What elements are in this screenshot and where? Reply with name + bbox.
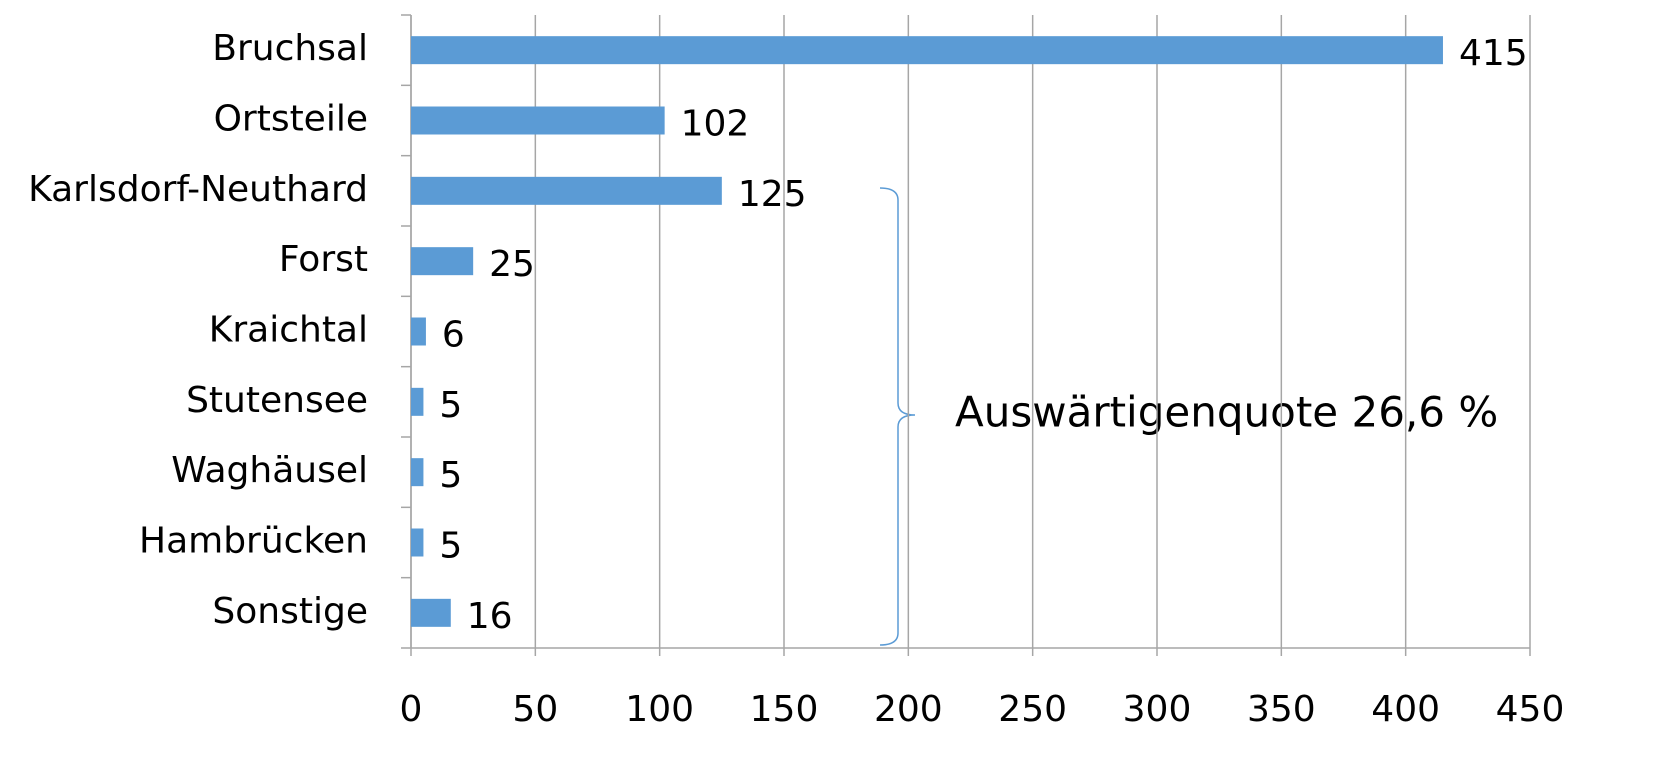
bar bbox=[411, 106, 665, 135]
x-tick-label: 250 bbox=[998, 689, 1067, 730]
x-tick-label: 100 bbox=[625, 689, 694, 730]
bar bbox=[411, 36, 1443, 65]
bar bbox=[411, 598, 451, 627]
data-label: 5 bbox=[439, 385, 462, 426]
y-tick-label: Stutensee bbox=[186, 380, 368, 421]
x-tick-label: 300 bbox=[1123, 689, 1192, 730]
x-tick-label: 450 bbox=[1496, 689, 1565, 730]
x-tick-label: 350 bbox=[1247, 689, 1316, 730]
y-tick-label: Hambrücken bbox=[139, 521, 368, 562]
x-tick-label: 50 bbox=[512, 689, 558, 730]
data-label: 5 bbox=[439, 455, 462, 496]
data-label: 6 bbox=[442, 315, 465, 356]
bar bbox=[411, 247, 474, 276]
data-label: 415 bbox=[1459, 33, 1528, 74]
annotation: Auswärtigenquote 26,6 % bbox=[955, 388, 1498, 437]
y-tick-label: Bruchsal bbox=[212, 28, 368, 69]
data-label: 102 bbox=[681, 104, 750, 145]
x-tick-label: 200 bbox=[874, 689, 943, 730]
bar bbox=[411, 176, 722, 205]
x-tick-label: 150 bbox=[750, 689, 819, 730]
x-tick-label: 0 bbox=[400, 689, 423, 730]
y-tick-label: Waghäusel bbox=[171, 450, 368, 491]
y-tick-label: Kraichtal bbox=[209, 310, 368, 351]
y-tick-label: Ortsteile bbox=[214, 99, 368, 140]
data-label: 16 bbox=[467, 596, 513, 637]
y-tick-label: Sonstige bbox=[212, 591, 368, 632]
brace bbox=[879, 187, 916, 646]
bar bbox=[411, 317, 426, 346]
data-label: 25 bbox=[489, 244, 535, 285]
bar bbox=[411, 387, 424, 416]
data-label: 125 bbox=[738, 174, 807, 215]
data-label: 5 bbox=[439, 526, 462, 567]
y-tick-label: Karlsdorf-Neuthard bbox=[28, 169, 368, 210]
bar bbox=[411, 528, 424, 557]
y-tick-label: Forst bbox=[279, 239, 368, 280]
bar bbox=[411, 458, 424, 487]
x-tick-label: 400 bbox=[1371, 689, 1440, 730]
